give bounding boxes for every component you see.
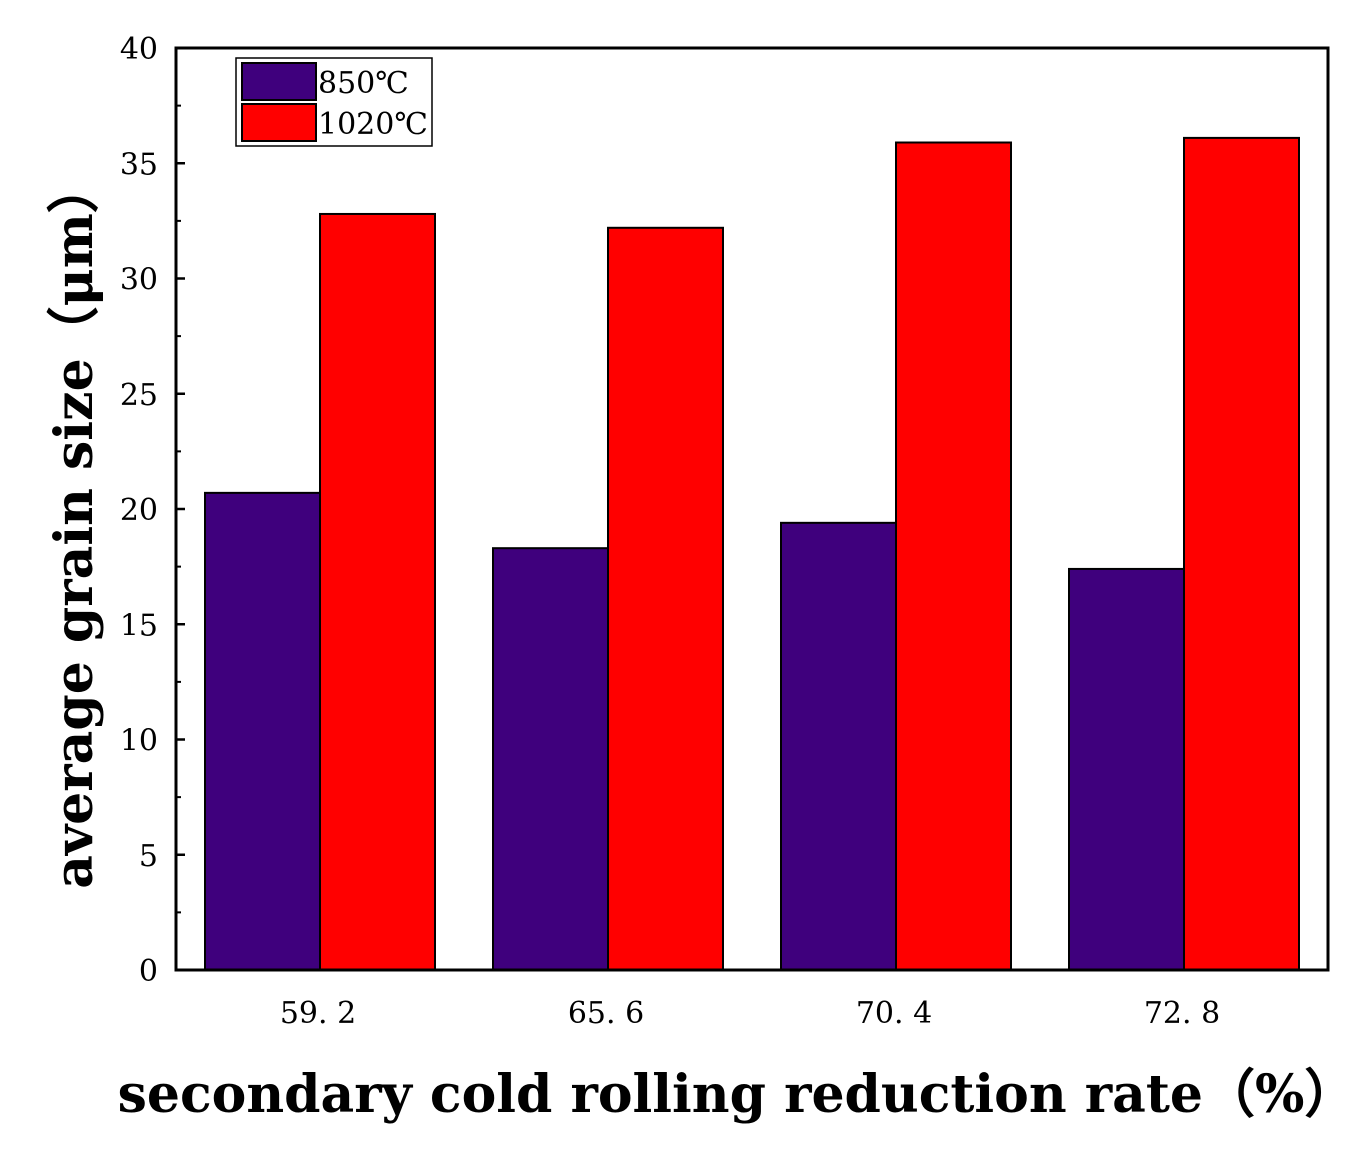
y-tick-label: 5 bbox=[139, 839, 158, 874]
y-tick-label: 0 bbox=[139, 954, 158, 989]
legend-label-850: 850℃ bbox=[318, 66, 409, 101]
bar-850-2 bbox=[492, 547, 609, 971]
x-axis-title: secondary cold rolling reduction rate（%） bbox=[118, 1064, 1357, 1125]
y-axis: 0 5 10 15 20 25 30 35 40 bbox=[120, 32, 185, 989]
bar-850-4 bbox=[1068, 567, 1185, 971]
x-tick-label: 70. 4 bbox=[856, 996, 932, 1031]
y-tick-label: 15 bbox=[120, 608, 158, 643]
y-tick-label: 40 bbox=[120, 32, 158, 67]
x-tick-label: 72. 8 bbox=[1144, 996, 1220, 1031]
bar-850-1 bbox=[204, 491, 321, 971]
legend-label-1020: 1020℃ bbox=[318, 107, 428, 142]
bar-1020-1 bbox=[319, 212, 436, 971]
y-axis-title: average grain size（μm） bbox=[44, 161, 105, 888]
y-tick-label: 10 bbox=[120, 724, 158, 759]
legend-swatch-1020 bbox=[241, 103, 317, 142]
x-tick-label: 59. 2 bbox=[280, 996, 356, 1031]
bar-1020-4 bbox=[1183, 136, 1300, 971]
x-axis: 59. 2 65. 6 70. 4 72. 8 bbox=[280, 996, 1220, 1031]
y-tick-label: 30 bbox=[120, 263, 158, 298]
legend: 850℃ 1020℃ bbox=[235, 57, 433, 147]
bar-1020-2 bbox=[607, 226, 724, 972]
x-tick-label: 65. 6 bbox=[568, 996, 644, 1031]
y-tick-label: 25 bbox=[120, 378, 158, 413]
bar-1020-3 bbox=[895, 141, 1012, 971]
legend-swatch-850 bbox=[241, 62, 317, 101]
bars-layer bbox=[204, 136, 1300, 972]
y-tick-label: 35 bbox=[120, 147, 158, 182]
y-tick-label: 20 bbox=[120, 493, 158, 528]
bar-850-3 bbox=[780, 521, 897, 972]
